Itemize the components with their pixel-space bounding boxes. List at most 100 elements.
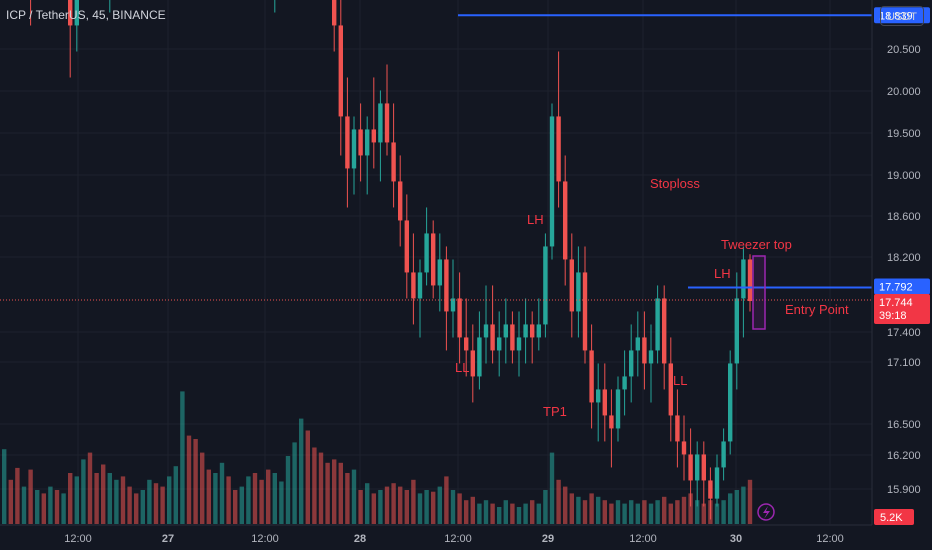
volume-bar bbox=[503, 500, 508, 524]
candle-body bbox=[622, 376, 627, 390]
volume-bar bbox=[140, 490, 145, 524]
candle-body bbox=[431, 233, 436, 286]
volume-bar bbox=[497, 507, 502, 524]
candle-body bbox=[424, 233, 429, 273]
volume-bar bbox=[101, 464, 106, 524]
candle-body bbox=[483, 324, 489, 338]
volume-bar bbox=[530, 500, 535, 524]
tweezer-box bbox=[752, 255, 766, 330]
price-tick: 19.000 bbox=[887, 170, 921, 182]
tp1-label: TP1 bbox=[543, 404, 567, 419]
volume-bars bbox=[2, 391, 753, 524]
candle-body bbox=[444, 259, 449, 312]
price-axis[interactable]: 20.500 20.000 19.500 19.000 18.600 18.200 17.4… bbox=[871, 0, 932, 550]
volume-bar bbox=[246, 476, 251, 524]
current-price-label: 17.744 bbox=[879, 297, 913, 309]
candle-body bbox=[668, 363, 673, 416]
volume-badge-label: 5.2K bbox=[880, 512, 903, 524]
volume-bar bbox=[81, 459, 86, 524]
volume-bar bbox=[483, 500, 489, 524]
volume-bar bbox=[596, 496, 601, 524]
volume-bar bbox=[318, 452, 324, 524]
candle-body bbox=[384, 103, 390, 143]
volume-bar bbox=[74, 476, 79, 524]
candle-body bbox=[391, 142, 396, 182]
volume-bar bbox=[120, 476, 126, 524]
volume-bar bbox=[398, 486, 403, 524]
candle-body bbox=[642, 337, 647, 364]
volume-bar bbox=[61, 493, 66, 524]
volume-bar bbox=[252, 473, 258, 524]
lightning-bolt-icon bbox=[763, 506, 770, 519]
candle-body bbox=[490, 324, 495, 351]
volume-bar bbox=[464, 500, 469, 524]
candle-body bbox=[563, 181, 568, 260]
volume-bar bbox=[437, 486, 442, 524]
volume-bar bbox=[21, 486, 27, 524]
volume-bar bbox=[741, 486, 746, 524]
volume-bar bbox=[490, 503, 495, 524]
stoploss-tag bbox=[874, 7, 930, 24]
volume-bar bbox=[444, 476, 449, 524]
candle-body bbox=[596, 389, 601, 403]
candle-body bbox=[589, 350, 594, 403]
time-tick: 12:00 bbox=[64, 533, 92, 545]
time-tick: 12:00 bbox=[816, 533, 844, 545]
volume-bar bbox=[41, 493, 46, 524]
candle-body bbox=[450, 298, 456, 312]
volume-bar bbox=[173, 466, 178, 524]
volume-bar bbox=[642, 500, 647, 524]
candle-body bbox=[398, 181, 403, 221]
volume-bar bbox=[391, 483, 396, 524]
time-axis[interactable]: 12:00 27 12:00 28 12:00 29 12:00 30 12:00 bbox=[0, 524, 932, 550]
candle-body bbox=[648, 350, 654, 364]
volume-bar bbox=[28, 469, 33, 524]
volume-bar bbox=[167, 476, 172, 524]
candle-body bbox=[734, 298, 739, 364]
candle-body bbox=[662, 298, 667, 364]
time-tick: 29 bbox=[542, 533, 554, 545]
volume-bar bbox=[186, 435, 192, 524]
volume-bar bbox=[556, 479, 561, 524]
candle-body bbox=[417, 272, 423, 299]
volume-bar bbox=[648, 503, 654, 524]
volume-badge-tag bbox=[874, 509, 914, 525]
volume-bar bbox=[299, 418, 304, 524]
price-axis-bg bbox=[872, 0, 932, 550]
volume-bar bbox=[510, 503, 515, 524]
volume-bar bbox=[417, 493, 423, 524]
candle-body bbox=[675, 415, 680, 442]
volume-bar bbox=[378, 490, 383, 524]
candle-body bbox=[721, 441, 726, 468]
candle-body bbox=[74, 0, 79, 26]
volume-bar bbox=[233, 490, 238, 524]
level-lines bbox=[0, 14, 872, 301]
candle-body bbox=[457, 298, 462, 338]
time-tick: 12:00 bbox=[251, 533, 279, 545]
volume-bar bbox=[536, 503, 541, 524]
volume-bar bbox=[193, 439, 198, 524]
volume-bar bbox=[477, 503, 482, 524]
volume-bar bbox=[292, 442, 297, 524]
candle-body bbox=[543, 246, 548, 325]
candle-body bbox=[332, 0, 337, 26]
volume-bar bbox=[94, 473, 99, 524]
volume-bar bbox=[728, 493, 733, 524]
candle-body bbox=[351, 129, 357, 169]
currency-button[interactable]: USDT bbox=[880, 6, 924, 26]
volume-bar bbox=[365, 483, 370, 524]
ll-label: LL bbox=[455, 360, 469, 375]
volume-bar bbox=[569, 493, 574, 524]
candle-body bbox=[378, 103, 383, 143]
volume-bar bbox=[345, 473, 350, 524]
volume-bar bbox=[48, 486, 53, 524]
volume-bar bbox=[470, 496, 475, 524]
candle-body bbox=[503, 324, 508, 338]
candle-body bbox=[695, 454, 700, 481]
stoploss-label: Stoploss bbox=[650, 176, 700, 191]
volume-bar bbox=[675, 500, 680, 524]
price-tick: 18.200 bbox=[887, 252, 921, 264]
volume-bar bbox=[424, 490, 429, 524]
volume-bar bbox=[681, 496, 687, 524]
